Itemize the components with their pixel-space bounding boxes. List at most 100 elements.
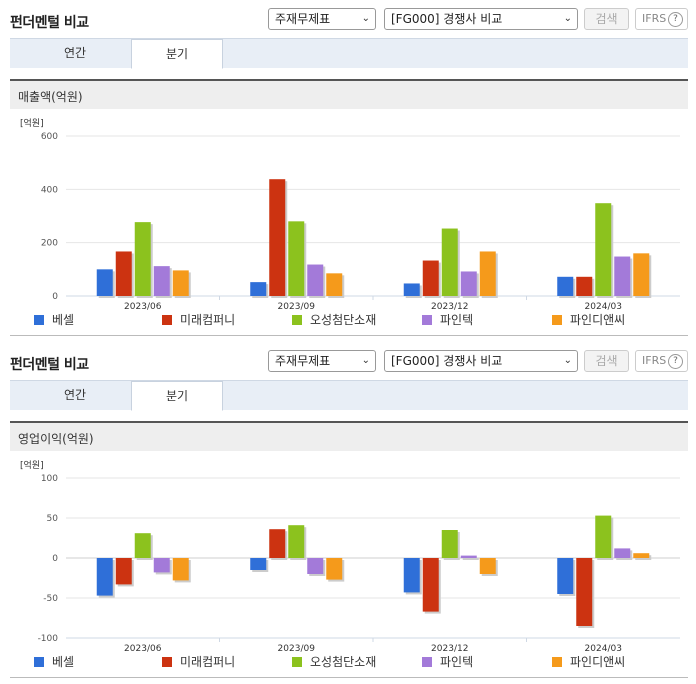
search-button[interactable]: 검색 — [584, 8, 629, 30]
legend-item[interactable]: 파인텍 — [422, 311, 473, 328]
legend-item[interactable]: 베셀 — [34, 311, 74, 328]
legend-item[interactable]: 파인디앤씨 — [552, 311, 625, 328]
help-icon[interactable]: ? — [668, 354, 683, 369]
bar-0 — [96, 558, 113, 596]
bar-2 — [134, 222, 151, 296]
legend-label: 미래컴퍼니 — [180, 313, 236, 327]
legend-item[interactable]: 미래컴퍼니 — [162, 311, 235, 328]
bar-2 — [595, 515, 612, 558]
y-unit-label: [억원] — [20, 459, 44, 471]
ifrs-button[interactable]: IFRS ? — [635, 350, 688, 372]
divider — [10, 335, 688, 336]
x-tick-label: 2023/09 — [278, 644, 316, 652]
search-button[interactable]: 검색 — [584, 350, 629, 372]
legend-swatch — [292, 315, 302, 325]
chart-legend: 베셀 미래컴퍼니 오성첨단소재 파인텍 파인디앤씨 — [0, 653, 696, 671]
bar-0 — [557, 558, 574, 594]
ifrs-label: IFRS — [642, 354, 667, 367]
bar-2 — [441, 530, 458, 558]
chart-legend: 베셀 미래컴퍼니 오성첨단소재 파인텍 파인디앤씨 — [0, 311, 696, 329]
y-tick-label: -100 — [38, 634, 59, 644]
tab-annual[interactable]: 연간 — [63, 46, 87, 60]
bar-4 — [172, 270, 189, 296]
period-tabs: 연간 분기 — [10, 38, 688, 69]
x-tick-label: 2023/12 — [431, 644, 468, 652]
legend-swatch — [34, 315, 44, 325]
bar-0 — [403, 558, 420, 593]
bar-1 — [269, 529, 286, 558]
bar-2 — [288, 525, 305, 558]
legend-swatch — [422, 657, 432, 667]
ifrs-button[interactable]: IFRS ? — [635, 8, 688, 30]
fundamental-panel-operating-profit: 펀더멘털 비교 주재무제표 ⌄ [FG000] 경쟁사 비교 ⌄ 검색 IFRS… — [0, 342, 696, 684]
peer-group-value: [FG000] 경쟁사 비교 — [391, 354, 503, 368]
y-tick-label: 50 — [47, 514, 59, 524]
bar-0 — [250, 558, 267, 570]
statement-type-select[interactable]: 주재무제표 ⌄ — [268, 8, 376, 30]
legend-item[interactable]: 베셀 — [34, 653, 74, 670]
fundamental-panel-sales: 펀더멘털 비교 주재무제표 ⌄ [FG000] 경쟁사 비교 ⌄ 검색 IFRS… — [0, 8, 696, 336]
y-tick-label: 400 — [41, 185, 58, 195]
x-tick-label: 2023/09 — [278, 302, 316, 310]
chevron-down-icon: ⌄ — [361, 13, 370, 24]
bar-4 — [326, 558, 343, 580]
x-tick-label: 2023/12 — [431, 302, 468, 310]
y-tick-label: -50 — [43, 594, 58, 604]
bar-3 — [614, 548, 631, 558]
tab-quarterly[interactable]: 분기 — [131, 39, 223, 69]
y-unit-label: [억원] — [20, 117, 44, 129]
statement-type-value: 주재무제표 — [275, 354, 331, 368]
legend-swatch — [552, 315, 562, 325]
bar-1 — [269, 179, 286, 296]
legend-item[interactable]: 오성첨단소재 — [292, 653, 376, 670]
chevron-down-icon: ⌄ — [361, 355, 370, 366]
bar-4 — [633, 253, 650, 296]
bar-3 — [460, 555, 477, 558]
legend-label: 파인텍 — [440, 655, 474, 669]
bar-1 — [576, 558, 593, 626]
statement-type-select[interactable]: 주재무제표 ⌄ — [268, 350, 376, 372]
legend-label: 베셀 — [52, 655, 75, 669]
chevron-down-icon: ⌄ — [563, 355, 572, 366]
tab-annual[interactable]: 연간 — [63, 388, 87, 402]
operating-profit-bar-chart: [억원] -100 -50 0 50 100 2023/06 2023/09 2023/12 20… — [20, 459, 680, 652]
x-tick-label: 2023/06 — [124, 302, 162, 310]
bar-3 — [307, 264, 324, 296]
bar-1 — [576, 276, 593, 296]
help-icon[interactable]: ? — [668, 12, 683, 27]
divider — [10, 677, 688, 678]
legend-item[interactable]: 파인디앤씨 — [552, 653, 625, 670]
legend-swatch — [422, 315, 432, 325]
peer-group-select[interactable]: [FG000] 경쟁사 비교 ⌄ — [384, 350, 578, 372]
bar-0 — [250, 282, 267, 296]
y-tick-label: 200 — [41, 239, 58, 249]
section-header: 매출액(억원) — [10, 79, 688, 109]
bar-0 — [557, 276, 574, 296]
legend-label: 미래컴퍼니 — [180, 655, 236, 669]
bar-2 — [441, 228, 458, 296]
bar-shadow — [462, 557, 479, 560]
bar-2 — [595, 203, 612, 296]
peer-group-value: [FG000] 경쟁사 비교 — [391, 12, 503, 26]
legend-item[interactable]: 오성첨단소재 — [292, 311, 376, 328]
y-tick-label: 0 — [52, 554, 58, 564]
bar-3 — [614, 256, 631, 296]
legend-label: 오성첨단소재 — [310, 313, 377, 327]
legend-label: 오성첨단소재 — [310, 655, 377, 669]
bar-4 — [633, 553, 650, 558]
legend-swatch — [34, 657, 44, 667]
legend-item[interactable]: 미래컴퍼니 — [162, 653, 235, 670]
bar-4 — [172, 558, 189, 581]
bar-3 — [460, 271, 477, 296]
x-tick-label: 2024/03 — [585, 302, 622, 310]
bar-2 — [134, 533, 151, 558]
tab-quarterly[interactable]: 분기 — [131, 381, 223, 411]
peer-group-select[interactable]: [FG000] 경쟁사 비교 ⌄ — [384, 8, 578, 30]
legend-item[interactable]: 파인텍 — [422, 653, 473, 670]
panel-title: 펀더멘털 비교 — [10, 357, 89, 373]
legend-swatch — [552, 657, 562, 667]
legend-label: 파인디앤씨 — [570, 655, 626, 669]
bar-2 — [288, 221, 305, 296]
bar-3 — [307, 558, 324, 574]
sales-bar-chart: [억원] 0 200 400 600 2023/06 2023/09 2023/12 2024/… — [20, 117, 680, 310]
